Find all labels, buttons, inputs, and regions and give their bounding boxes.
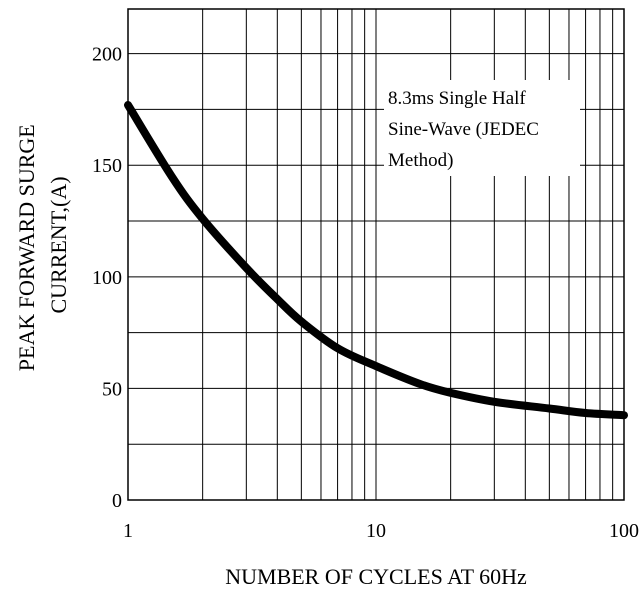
y-tick-label: 100 [92,267,122,289]
y-tick-label: 50 [102,378,122,400]
y-tick-label: 150 [92,155,122,177]
x-tick-label: 1 [123,520,133,542]
y-tick-label: 0 [112,490,122,512]
x-tick-label: 10 [366,520,386,542]
series-line [124,101,628,420]
annotation-line-3: Method) [388,150,453,171]
annotation-text: 8.3ms Single Half Sine-Wave (JEDEC Metho… [388,88,544,171]
y-axis-label: PEAK FORWARD SURGE CURRENT,(A) [14,119,71,371]
y-axis-label-line-1: PEAK FORWARD SURGE [14,124,39,371]
annotation-line-1: 8.3ms Single Half [388,88,526,109]
tick-labels: 0 50 100 150 200 1 10 100 [92,44,639,542]
x-axis-label: NUMBER OF CYCLES AT 60Hz [225,564,527,589]
y-axis-label-line-2: CURRENT,(A) [46,176,71,313]
annotation-background [384,80,580,176]
annotation-line-2: Sine-Wave (JEDEC [388,119,539,140]
grid-lines [128,9,624,500]
plot-frame [127,8,625,501]
x-tick-label: 100 [609,520,639,542]
y-tick-label: 200 [92,44,122,66]
